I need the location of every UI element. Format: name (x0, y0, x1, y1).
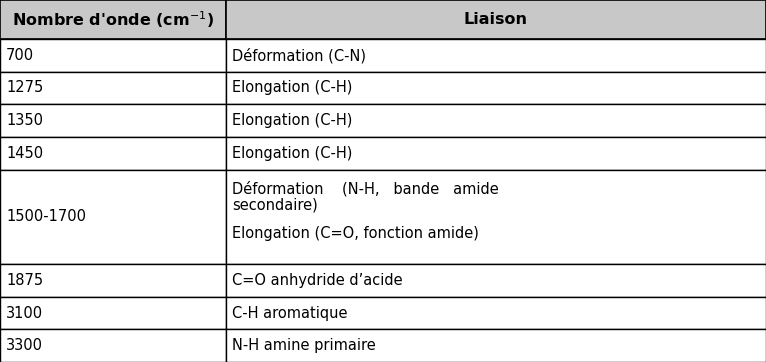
Text: 1875: 1875 (6, 273, 43, 288)
Text: secondaire): secondaire) (232, 198, 318, 213)
Text: Déformation    (N-H,   bande   amide: Déformation (N-H, bande amide (232, 181, 499, 196)
Bar (226, 39, 766, 72)
Text: Liaison: Liaison (464, 12, 528, 27)
Bar (226, 264, 766, 297)
Bar (0, 329, 226, 362)
Text: 1500-1700: 1500-1700 (6, 209, 86, 224)
Text: 3100: 3100 (6, 306, 43, 320)
Text: 3300: 3300 (6, 338, 43, 353)
Bar (226, 329, 766, 362)
Text: C=O anhydride d’acide: C=O anhydride d’acide (232, 273, 403, 288)
Bar (226, 137, 766, 169)
Bar (0, 39, 226, 72)
Text: 1350: 1350 (6, 113, 43, 128)
Bar (0, 169, 226, 264)
Text: C-H aromatique: C-H aromatique (232, 306, 348, 320)
Bar (226, 72, 766, 104)
Bar (0, 0, 226, 39)
Bar (226, 169, 766, 264)
Text: Elongation (C-H): Elongation (C-H) (232, 113, 352, 128)
Bar (0, 264, 226, 297)
Text: 700: 700 (6, 48, 34, 63)
Text: Nombre d'onde (cm$^{-1}$): Nombre d'onde (cm$^{-1}$) (12, 9, 214, 30)
Bar (0, 297, 226, 329)
Text: N-H amine primaire: N-H amine primaire (232, 338, 376, 353)
Text: 1275: 1275 (6, 80, 44, 96)
Bar (0, 72, 226, 104)
Bar (226, 297, 766, 329)
Text: Déformation (C-N): Déformation (C-N) (232, 47, 366, 63)
Bar (226, 104, 766, 137)
Text: Elongation (C=O, fonction amide): Elongation (C=O, fonction amide) (232, 226, 479, 241)
Text: Elongation (C-H): Elongation (C-H) (232, 80, 352, 96)
Bar (0, 104, 226, 137)
Text: Elongation (C-H): Elongation (C-H) (232, 146, 352, 161)
Bar (226, 0, 766, 39)
Text: 1450: 1450 (6, 146, 43, 161)
Bar (0, 137, 226, 169)
